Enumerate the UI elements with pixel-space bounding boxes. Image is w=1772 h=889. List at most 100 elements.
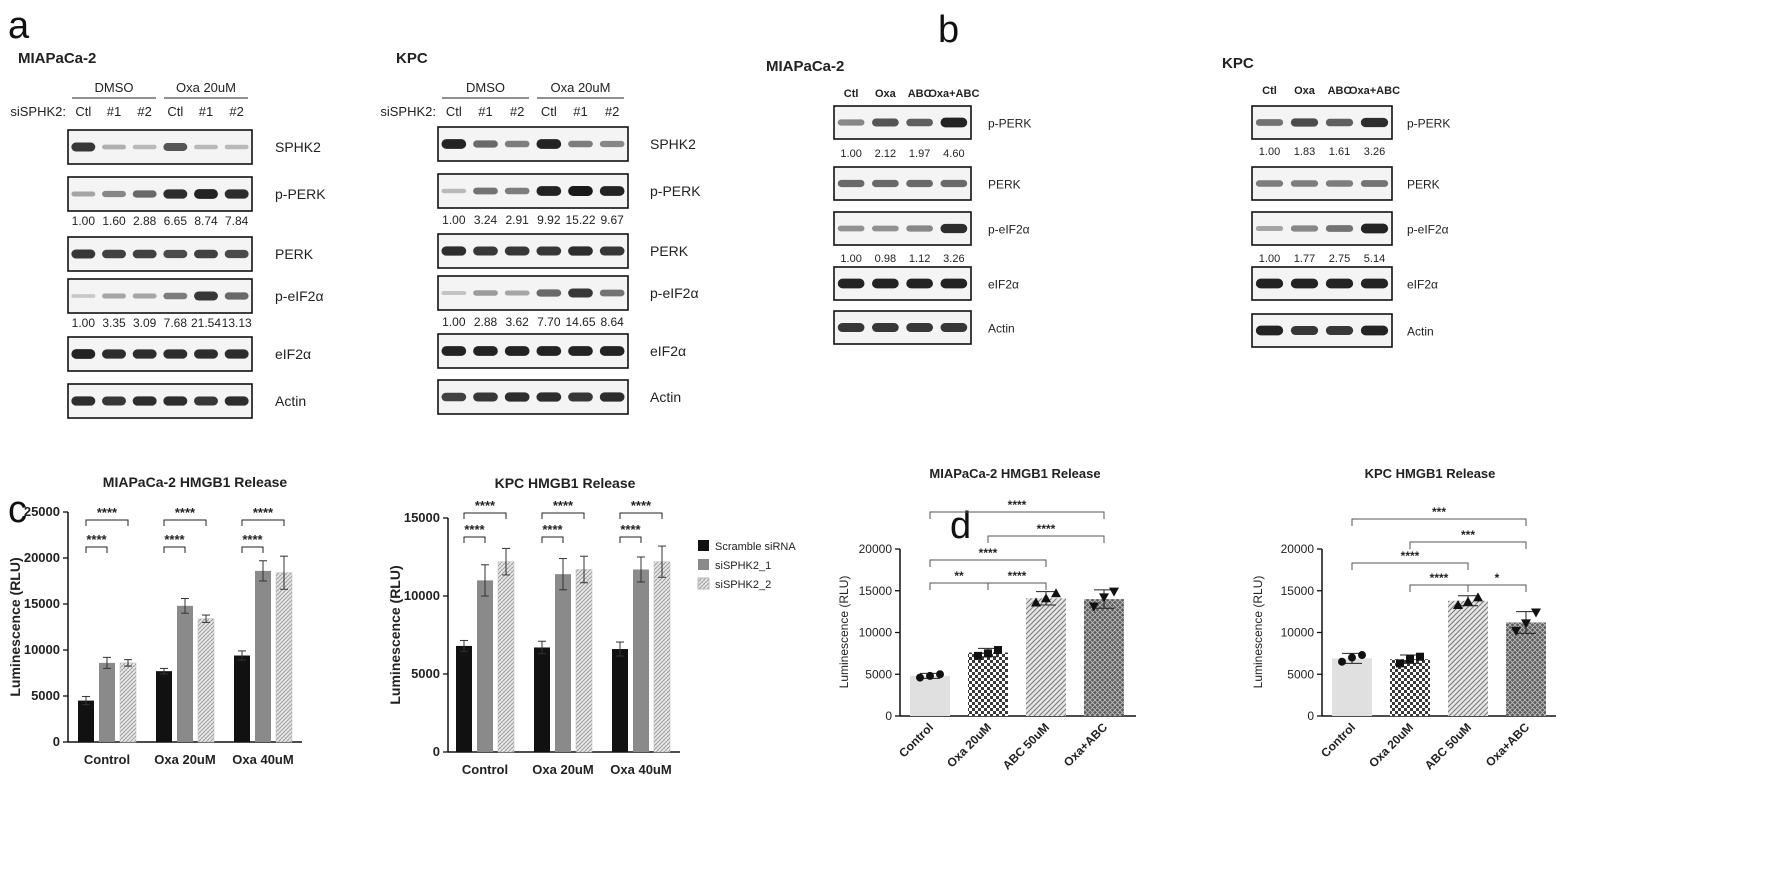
blot-band: [1255, 225, 1284, 232]
y-tick-label: 5000: [1287, 667, 1314, 681]
blot-label: Actin: [275, 393, 306, 409]
data-point: [994, 646, 1002, 655]
y-tick-label: 20000: [859, 542, 893, 556]
lane-label: #2: [510, 104, 524, 119]
blot-label: p-PERK: [988, 117, 1031, 131]
blot-label: p-eIF2α: [1407, 223, 1449, 237]
significance-bracket: [1351, 562, 1469, 570]
quant-value: 9.92: [537, 213, 561, 227]
blot-frame: [437, 173, 629, 209]
significance-label: ****: [1008, 498, 1027, 512]
blot-band: [473, 140, 498, 148]
blot-band: [71, 191, 96, 197]
blot-label: PERK: [650, 243, 689, 259]
bar-sisphk2-1: [477, 580, 493, 752]
data-point: [1031, 597, 1041, 607]
quant-value: 1.00: [840, 148, 861, 160]
significance-bracket: [987, 535, 1105, 543]
bar-sisphk2-2: [497, 561, 515, 753]
quant-value: 1.97: [909, 148, 930, 160]
bar: [968, 652, 1008, 716]
lane-label: Ctl: [844, 88, 859, 100]
blot-frame: [67, 383, 253, 419]
data-point: [1416, 652, 1424, 661]
data-point: [1099, 593, 1109, 603]
blot-band: [473, 346, 498, 356]
quant-value: 7.70: [537, 315, 561, 329]
blot-band: [1325, 326, 1354, 335]
blot-strip: [67, 236, 253, 272]
blot-band: [71, 349, 96, 359]
legend-swatch: [698, 559, 709, 570]
y-tick-label: 10000: [24, 642, 60, 657]
blot-band: [194, 396, 218, 406]
significance-label: ****: [1008, 569, 1027, 583]
blot-frame: [437, 275, 629, 311]
significance-bracket: [619, 512, 663, 519]
lane-label: Oxa: [875, 88, 897, 100]
blot-label: p-eIF2α: [650, 285, 699, 301]
y-axis-label: Luminescence (RLU): [387, 565, 403, 704]
blot-band: [906, 278, 933, 289]
chart-title: MIAPaCa-2 HMGB1 Release: [929, 466, 1100, 481]
blot-strip: [67, 176, 253, 212]
blot-band: [568, 246, 593, 256]
quant-value: 1.00: [72, 316, 96, 330]
blot-band: [102, 349, 126, 359]
lane-label: #1: [573, 104, 587, 119]
blot-band: [940, 323, 968, 332]
significance-bracket: [163, 519, 207, 526]
blot-band: [872, 179, 899, 188]
x-tick-label: Oxa 20uM: [532, 762, 593, 777]
blot-label: PERK: [988, 178, 1021, 192]
quant-value: 1.00: [1259, 146, 1280, 158]
data-point: [974, 651, 982, 660]
blot-strip: [1251, 266, 1393, 301]
blot-strip: [833, 266, 972, 301]
blot-title: KPC: [396, 50, 428, 67]
blot-frame: [437, 126, 629, 162]
blot-band: [163, 292, 188, 300]
blot-band: [441, 392, 467, 402]
bar-sisphk2-1: [177, 605, 193, 742]
quant-value: 21.54: [191, 316, 221, 330]
blot-band: [504, 246, 530, 256]
data-point: [1473, 592, 1483, 602]
blot-title: KPC: [1222, 55, 1254, 72]
data-point: [1041, 593, 1051, 603]
blot-label: Actin: [650, 389, 681, 405]
blot-strip: [67, 278, 253, 314]
lane-label: #2: [137, 104, 151, 119]
bar: [910, 675, 950, 716]
data-point: [1406, 655, 1414, 664]
blot-band: [1290, 326, 1319, 335]
blot-band: [71, 396, 96, 406]
blot-band: [599, 346, 625, 356]
blot-frame: [67, 236, 253, 272]
group-header: DMSO: [466, 80, 505, 95]
significance-label: *: [1495, 571, 1500, 585]
blot-band: [441, 346, 467, 356]
quant-value: 2.12: [875, 148, 896, 160]
blot-band: [872, 118, 899, 127]
significance-bracket: [241, 519, 285, 526]
y-tick-label: 0: [885, 709, 892, 723]
blot-label: p-PERK: [650, 183, 701, 199]
significance-label: ****: [86, 532, 107, 547]
blot-strip: [833, 211, 972, 246]
blot-strip: [1251, 313, 1393, 348]
blot-band: [1360, 223, 1389, 234]
blot-band: [194, 291, 218, 301]
blot-frame: [437, 379, 629, 415]
blot-band: [906, 323, 933, 332]
quant-value: 4.60: [943, 148, 964, 160]
significance-bracket: [1351, 518, 1527, 526]
data-point: [1453, 599, 1463, 609]
significance-bracket: [463, 512, 507, 519]
bar: [1084, 599, 1124, 716]
blot-band: [1255, 180, 1284, 187]
blot-band: [163, 396, 188, 406]
quant-value: 7.68: [164, 316, 188, 330]
